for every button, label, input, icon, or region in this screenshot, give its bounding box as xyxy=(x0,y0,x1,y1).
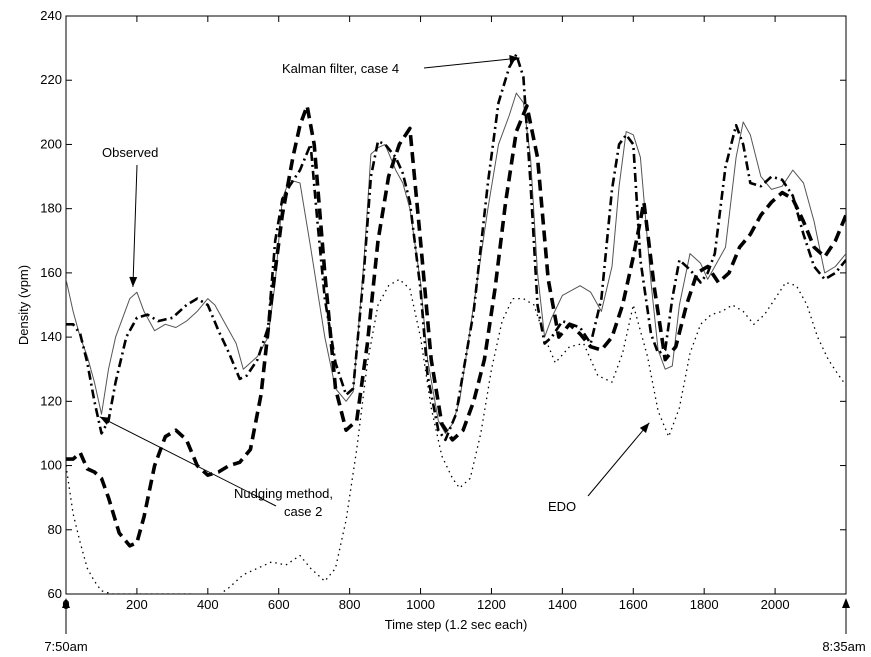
x-tick-label: 1400 xyxy=(548,597,577,612)
y-tick-label: 220 xyxy=(40,72,62,87)
arrowhead-icon xyxy=(842,598,850,608)
annotation-label: EDO xyxy=(548,499,576,514)
y-axis-label: Density (vpm) xyxy=(16,265,31,345)
series-layer xyxy=(66,53,846,594)
series-line-nudging-method-case-2 xyxy=(66,104,846,548)
time-marker: 8:35am xyxy=(822,598,866,654)
series-line-kalman-filter-case-4 xyxy=(66,53,846,442)
annotation-observed xyxy=(129,164,138,287)
y-axis: 60 80 100 120 140 160 180 200 220 240 xyxy=(40,8,846,601)
x-tick-label: 1000 xyxy=(406,597,435,612)
y-tick-label: 100 xyxy=(40,458,62,473)
series-line-edo xyxy=(66,278,846,594)
y-tick-label: 140 xyxy=(40,329,62,344)
series-line-observed xyxy=(66,92,846,434)
annotation-edo xyxy=(587,422,650,497)
annotation-label: case 2 xyxy=(284,504,322,519)
x-tick-label: 1200 xyxy=(477,597,506,612)
annotation-layer: Observed Kalman filter, case 4 Nudging met… xyxy=(99,55,650,519)
time-marker: 7:50am xyxy=(44,598,88,654)
annotation-kalman xyxy=(423,55,520,69)
plot-frame xyxy=(65,15,847,595)
annotation-label: Observed xyxy=(102,145,158,160)
annotation-nudging xyxy=(99,416,277,507)
x-tick-label: 200 xyxy=(126,597,148,612)
x-tick-label: 800 xyxy=(339,597,361,612)
arrowhead-icon xyxy=(509,55,520,63)
x-tick-label: 400 xyxy=(197,597,219,612)
y-tick-label: 180 xyxy=(40,201,62,216)
annotation-label: Nudging method, xyxy=(234,486,333,501)
y-tick-label: 200 xyxy=(40,136,62,151)
x-axis-label: Time step (1.2 sec each) xyxy=(385,617,528,632)
annotation-label: Kalman filter, case 4 xyxy=(282,61,399,76)
y-tick-label: 120 xyxy=(40,393,62,408)
y-tick-label: 80 xyxy=(48,522,62,537)
time-marker-label: 7:50am xyxy=(44,639,87,654)
x-axis: 02004006008001000120014001600180020007:5… xyxy=(44,16,866,654)
y-tick-label: 60 xyxy=(48,586,62,601)
x-tick-label: 600 xyxy=(268,597,290,612)
arrowhead-icon xyxy=(99,416,111,425)
arrowhead-icon xyxy=(129,276,138,287)
x-tick-label: 1800 xyxy=(690,597,719,612)
y-tick-label: 240 xyxy=(40,8,62,23)
arrowhead-icon xyxy=(62,598,70,608)
arrowhead-icon xyxy=(639,422,650,434)
x-tick-label: 1600 xyxy=(619,597,648,612)
time-marker-label: 8:35am xyxy=(822,639,865,654)
y-tick-label: 160 xyxy=(40,265,62,280)
x-tick-label: 2000 xyxy=(761,597,790,612)
